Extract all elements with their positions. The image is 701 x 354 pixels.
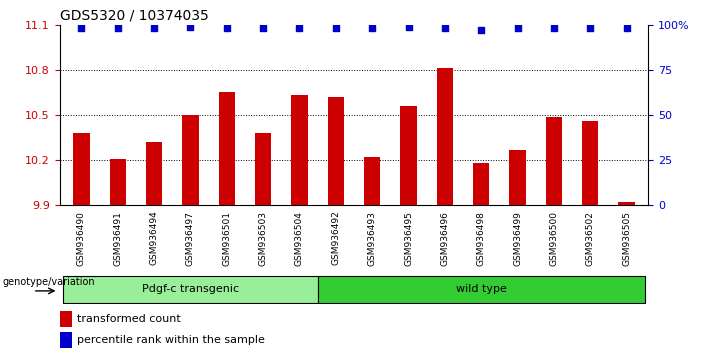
- Text: GSM936499: GSM936499: [513, 211, 522, 266]
- Bar: [400, 106, 416, 205]
- Point: [512, 25, 523, 31]
- Bar: [618, 202, 635, 205]
- Text: wild type: wild type: [456, 284, 507, 294]
- Point: [440, 25, 451, 31]
- Bar: [109, 159, 126, 205]
- Bar: [292, 96, 308, 205]
- Text: GSM936495: GSM936495: [404, 211, 413, 266]
- Point: [222, 25, 233, 31]
- Text: Pdgf-c transgenic: Pdgf-c transgenic: [142, 284, 239, 294]
- Bar: [318, 276, 645, 303]
- Bar: [473, 163, 489, 205]
- Text: genotype/variation: genotype/variation: [3, 277, 95, 287]
- Point: [294, 25, 305, 31]
- Bar: [146, 142, 162, 205]
- Text: transformed count: transformed count: [77, 314, 181, 324]
- Bar: [510, 150, 526, 205]
- Bar: [546, 116, 562, 205]
- Bar: [255, 133, 271, 205]
- Text: GSM936492: GSM936492: [332, 211, 340, 266]
- Point: [76, 25, 87, 31]
- Bar: [182, 115, 198, 205]
- Text: GSM936496: GSM936496: [440, 211, 449, 266]
- Text: GDS5320 / 10374035: GDS5320 / 10374035: [60, 8, 208, 22]
- Bar: [63, 276, 318, 303]
- Bar: [219, 92, 235, 205]
- Point: [475, 27, 486, 33]
- Text: GSM936494: GSM936494: [149, 211, 158, 266]
- Text: GSM936498: GSM936498: [477, 211, 486, 266]
- Text: GSM936504: GSM936504: [295, 211, 304, 266]
- Text: GSM936500: GSM936500: [550, 211, 559, 266]
- Text: GSM936490: GSM936490: [77, 211, 86, 266]
- Text: GSM936491: GSM936491: [114, 211, 122, 266]
- Point: [585, 25, 596, 31]
- Point: [112, 25, 123, 31]
- Point: [621, 25, 632, 31]
- Text: GSM936493: GSM936493: [368, 211, 376, 266]
- Point: [257, 25, 268, 31]
- Bar: [437, 68, 453, 205]
- Bar: [60, 332, 72, 348]
- Point: [185, 24, 196, 29]
- Bar: [582, 121, 599, 205]
- Text: GSM936501: GSM936501: [222, 211, 231, 266]
- Bar: [327, 97, 344, 205]
- Point: [330, 25, 341, 31]
- Bar: [73, 133, 90, 205]
- Point: [149, 25, 160, 31]
- Text: percentile rank within the sample: percentile rank within the sample: [77, 335, 265, 345]
- Text: GSM936502: GSM936502: [586, 211, 594, 266]
- Point: [548, 25, 559, 31]
- Text: GSM936497: GSM936497: [186, 211, 195, 266]
- Text: GSM936505: GSM936505: [622, 211, 631, 266]
- Bar: [60, 311, 72, 327]
- Point: [403, 24, 414, 29]
- Bar: [364, 157, 381, 205]
- Text: GSM936503: GSM936503: [259, 211, 268, 266]
- Point: [367, 25, 378, 31]
